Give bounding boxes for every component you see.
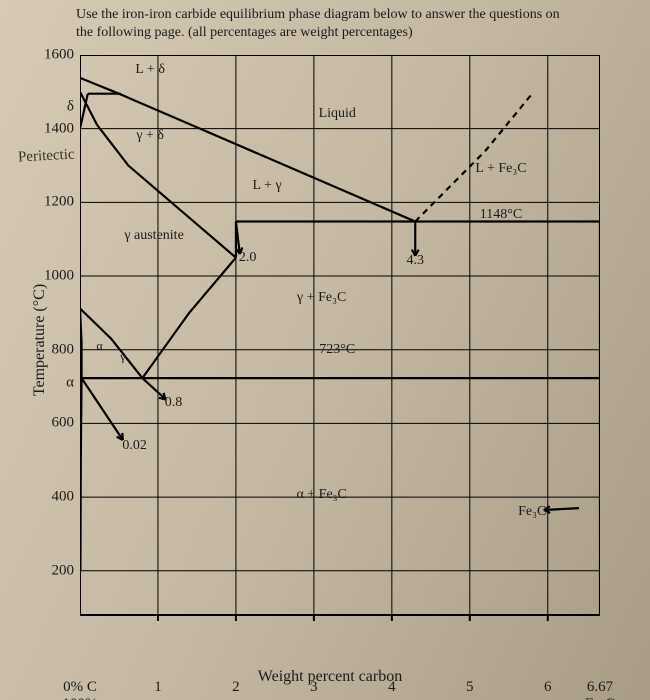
phase-diagram: L + δ Liquid γ + δ L + γ L + Fe₃C 1148°C γ aus…	[80, 55, 600, 675]
phase-label: Liquid	[319, 106, 356, 122]
x-tick: 5	[466, 675, 474, 696]
y-minor-alpha: α	[66, 374, 80, 391]
phase-label: α + Fe₃C	[296, 487, 346, 503]
y-tick: 800	[52, 341, 81, 358]
y-tick: 1400	[44, 120, 80, 137]
header-line2: the following page. (all percentages are…	[76, 24, 620, 42]
x-tick: 2	[232, 675, 240, 696]
y-tick: 600	[52, 415, 81, 432]
x-tick: 6	[544, 675, 552, 696]
phase-label: γ + Fe₃C	[297, 290, 346, 306]
phase-label: 0.02	[122, 438, 147, 454]
handwritten-note: Peritectic	[18, 147, 75, 167]
y-axis-label: Temperature (°C)	[31, 284, 49, 396]
y-tick: 1600	[44, 47, 80, 64]
phase-label: γ austenite	[124, 228, 183, 244]
x-tick: 3	[310, 675, 318, 696]
phase-label: γ + δ	[136, 128, 164, 144]
phase-label: 2.0	[239, 250, 257, 266]
phase-label: 1148°C	[480, 207, 522, 223]
phase-label: Fe₃C	[518, 504, 546, 520]
phase-label: 0.8	[165, 395, 183, 411]
y-tick: 1200	[44, 194, 80, 211]
phase-label: L + γ	[253, 178, 282, 194]
page: Use the iron-iron carbide equilibrium ph…	[0, 0, 650, 700]
phase-label: 723°C	[319, 342, 355, 358]
phase-label: L + δ	[135, 62, 165, 78]
diagram-svg	[80, 55, 600, 675]
small-label: α	[96, 339, 102, 354]
x-tick: 1	[154, 675, 162, 696]
page-header: Use the iron-iron carbide equilibrium ph…	[76, 6, 620, 41]
phase-label: 4.3	[406, 253, 424, 269]
x-tick-zero: 0% C 100% Fe	[63, 675, 98, 700]
header-line1: Use the iron-iron carbide equilibrium ph…	[76, 6, 620, 24]
small-label: γ	[120, 350, 125, 365]
phase-label: L + Fe₃C	[475, 161, 526, 177]
y-tick: 200	[52, 562, 81, 579]
x-tick-end: 6.67 Fe₃C	[585, 675, 615, 700]
y-tick: 1000	[44, 268, 80, 285]
y-tick: 400	[52, 489, 81, 506]
y-minor-delta: δ	[67, 98, 80, 115]
x-tick: 4	[388, 675, 396, 696]
